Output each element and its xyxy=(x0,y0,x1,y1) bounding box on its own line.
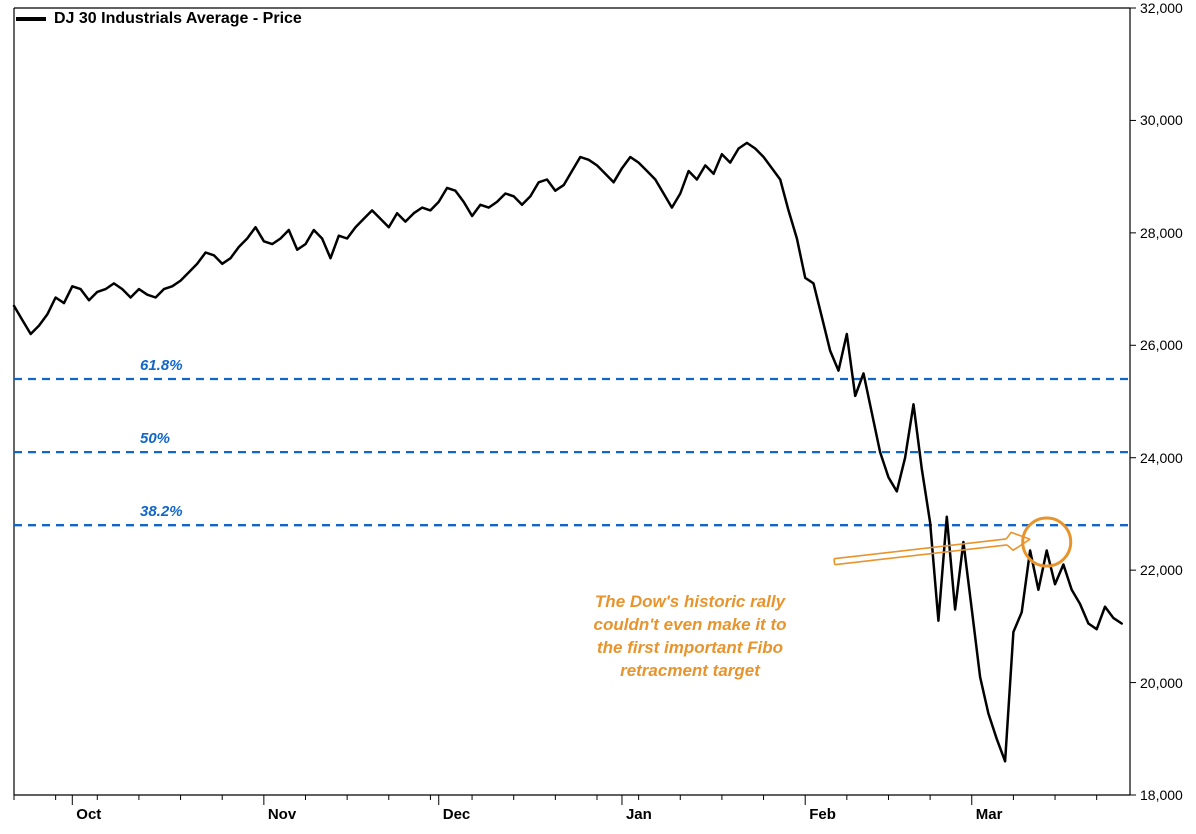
chart-svg xyxy=(0,0,1196,834)
fibonacci-level-label: 61.8% xyxy=(140,357,183,374)
legend: DJ 30 Industrials Average - Price xyxy=(16,10,302,28)
y-tick-label: 18,000 xyxy=(1140,787,1183,803)
y-tick-label: 32,000 xyxy=(1140,0,1183,16)
annotation-text: The Dow's historic rallycouldn't even ma… xyxy=(560,591,820,683)
legend-swatch xyxy=(16,17,46,21)
x-tick-label: Mar xyxy=(976,806,1003,823)
y-tick-label: 20,000 xyxy=(1140,675,1183,691)
chart-container: DJ 30 Industrials Average - Price 18,000… xyxy=(0,0,1196,834)
x-tick-label: Jan xyxy=(626,806,652,823)
y-tick-label: 30,000 xyxy=(1140,112,1183,128)
y-tick-label: 24,000 xyxy=(1140,450,1183,466)
y-tick-label: 28,000 xyxy=(1140,225,1183,241)
fibonacci-level-label: 38.2% xyxy=(140,503,183,520)
y-tick-label: 26,000 xyxy=(1140,337,1183,353)
x-tick-label: Oct xyxy=(76,806,101,823)
x-tick-label: Feb xyxy=(809,806,836,823)
x-tick-label: Dec xyxy=(443,806,471,823)
y-tick-label: 22,000 xyxy=(1140,562,1183,578)
x-tick-label: Nov xyxy=(268,806,296,823)
legend-label: DJ 30 Industrials Average - Price xyxy=(54,10,302,28)
fibonacci-level-label: 50% xyxy=(140,430,170,447)
